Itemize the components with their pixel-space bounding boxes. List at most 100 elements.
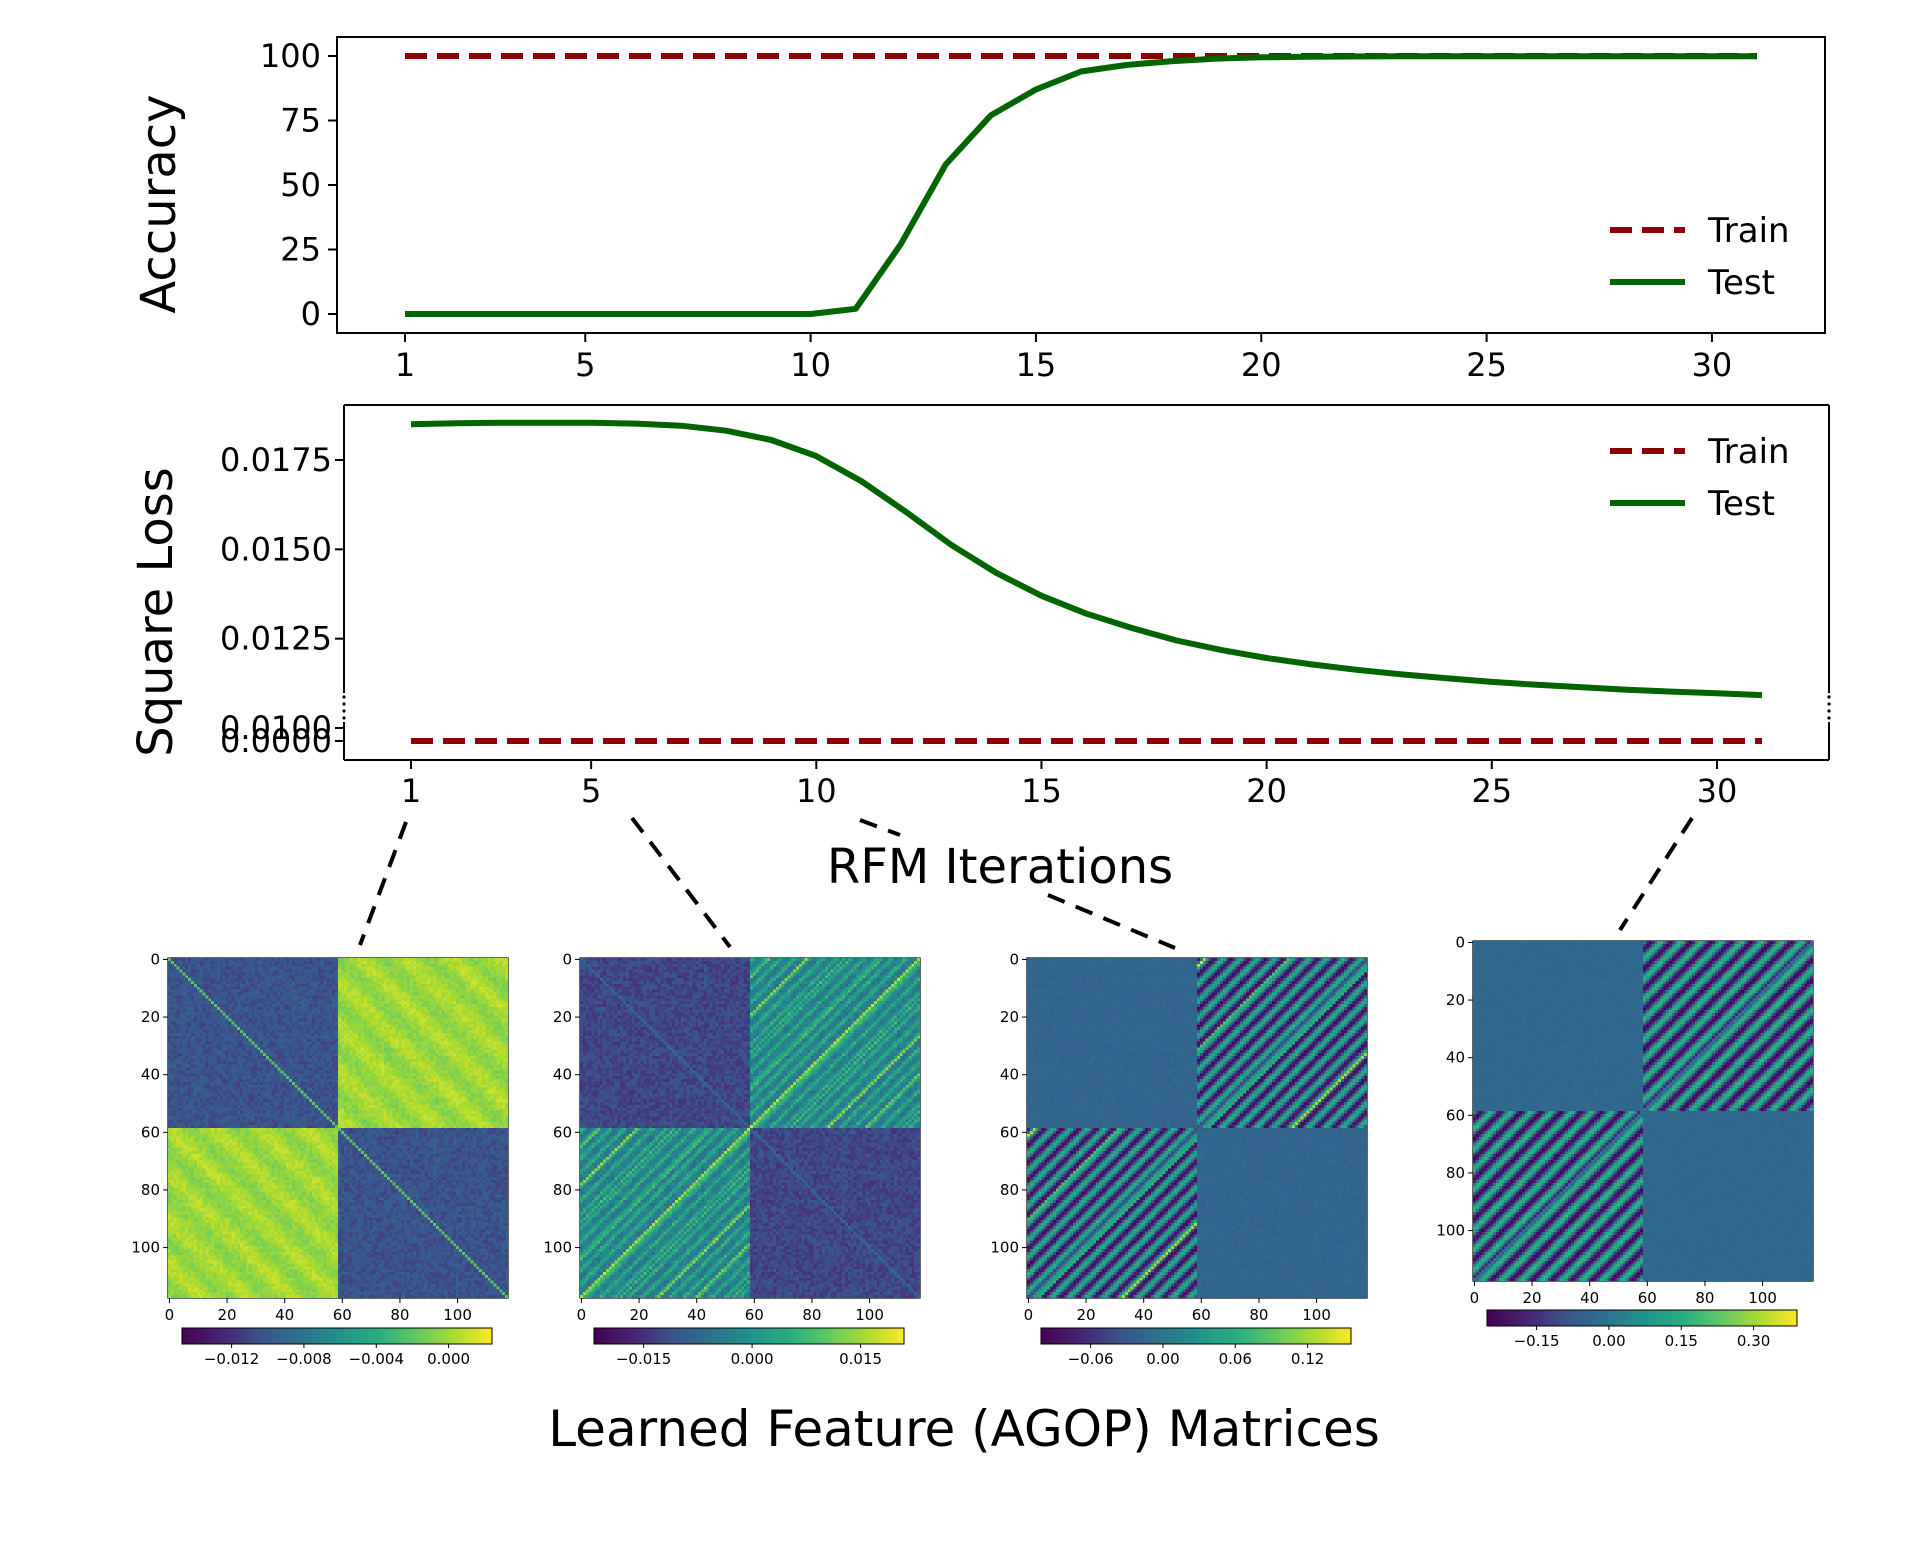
heatmap-y-tick-label: 60 <box>1446 1106 1465 1124</box>
heatmap-y-tick-label: 60 <box>553 1123 572 1141</box>
heatmap-x-tick-label: 40 <box>1134 1306 1153 1324</box>
legend-label: Test <box>1707 484 1775 524</box>
heatmap-x-tick-label: 60 <box>745 1306 764 1324</box>
heatmap-x-tick-label: 0 <box>1024 1306 1034 1324</box>
heatmap-x-tick-label: 60 <box>1638 1289 1657 1307</box>
colorbar-tick-label: 0.00 <box>1146 1350 1179 1368</box>
heatmap-x-tick-label: 60 <box>1192 1306 1211 1324</box>
x-tick-label: 1 <box>401 772 421 810</box>
legend-label: Train <box>1707 432 1790 472</box>
heatmap-y-tick-label: 20 <box>141 1008 160 1026</box>
y-tick-label: 0.0175 <box>220 441 332 479</box>
colorbar-tick-label: 0.000 <box>731 1350 774 1368</box>
legend-label: Train <box>1707 211 1790 251</box>
y-tick-label: 0 <box>301 295 321 333</box>
colorbar-tick-label: 0.06 <box>1219 1350 1252 1368</box>
heatmap-y-tick-label: 20 <box>1446 991 1465 1009</box>
x-tick-label: 30 <box>1697 772 1738 810</box>
x-tick-label: 25 <box>1466 346 1507 384</box>
colorbar <box>181 1327 493 1345</box>
heatmap-x-tick-label: 40 <box>275 1306 294 1324</box>
colorbar-tick-label: −0.004 <box>349 1350 405 1368</box>
heatmap-frame <box>1472 940 1814 1282</box>
y-tick-label: 0.0125 <box>220 620 332 658</box>
x-tick-label: 15 <box>1016 346 1057 384</box>
accuracy-y-axis-label: Accuracy <box>131 94 187 313</box>
connector-line <box>1047 893 1176 950</box>
heatmap-y-tick-label: 80 <box>553 1181 572 1199</box>
heatmap-y-tick-label: 20 <box>1000 1008 1019 1026</box>
colorbar-tick-label: 0.015 <box>839 1350 882 1368</box>
colorbar <box>593 1327 905 1345</box>
heatmap-y-tick-label: 60 <box>1000 1123 1019 1141</box>
heatmap-y-tick-label: 0 <box>562 950 572 968</box>
y-tick-label: 75 <box>280 102 321 140</box>
heatmap-x-tick-label: 80 <box>1695 1289 1714 1307</box>
heatmap-y-tick-label: 100 <box>1436 1222 1465 1240</box>
heatmap-x-tick-label: 0 <box>577 1306 587 1324</box>
x-tick-label: 20 <box>1241 346 1282 384</box>
colorbar-tick-label: 0.000 <box>427 1350 470 1368</box>
heatmap-x-tick-label: 40 <box>1580 1289 1599 1307</box>
axis-break-mark <box>1827 695 1831 699</box>
colorbar <box>1040 1327 1352 1345</box>
heatmap-y-tick-label: 100 <box>990 1239 1019 1257</box>
heatmap-y-tick-label: 0 <box>150 950 160 968</box>
x-tick-label: 25 <box>1471 772 1512 810</box>
heatmap-x-tick-label: 100 <box>443 1306 472 1324</box>
heatmap-y-tick-label: 20 <box>553 1008 572 1026</box>
colorbar-tick-label: 0.00 <box>1592 1332 1625 1350</box>
y-tick-label: 0.0100 <box>220 709 332 747</box>
heatmap-frame <box>579 957 921 1299</box>
heatmap-y-tick-label: 80 <box>1446 1164 1465 1182</box>
heatmap-y-tick-label: 40 <box>553 1066 572 1084</box>
connector-line <box>1618 816 1694 932</box>
heatmap-x-tick-label: 20 <box>1523 1289 1542 1307</box>
heatmap-y-tick-label: 40 <box>1446 1049 1465 1067</box>
connector-line <box>630 816 732 949</box>
colorbar <box>1486 1309 1798 1327</box>
bottom-caption: Learned Feature (AGOP) Matrices <box>548 1400 1380 1458</box>
loss-y-axis-label: Square Loss <box>128 467 184 757</box>
heatmap-x-tick-label: 100 <box>1748 1289 1777 1307</box>
x-tick-label: 10 <box>790 346 831 384</box>
axis-break-mark <box>342 702 346 706</box>
colorbar-tick-label: −0.015 <box>616 1350 672 1368</box>
heatmap-y-tick-label: 80 <box>1000 1181 1019 1199</box>
x-tick-label: 10 <box>796 772 837 810</box>
axis-break-mark <box>342 716 346 720</box>
y-tick-label: 0.0150 <box>220 530 332 568</box>
loss-x-axis-label: RFM Iterations <box>827 839 1173 895</box>
colorbar-tick-label: −0.15 <box>1514 1332 1560 1350</box>
heatmap-y-tick-label: 0 <box>1455 933 1465 951</box>
y-tick-label: 50 <box>280 166 321 204</box>
heatmap-x-tick-label: 80 <box>1249 1306 1268 1324</box>
heatmap-x-tick-label: 0 <box>1470 1289 1480 1307</box>
axis-break-mark <box>342 695 346 699</box>
heatmap-x-tick-label: 80 <box>390 1306 409 1324</box>
axis-break-mark <box>1827 709 1831 713</box>
x-tick-label: 5 <box>575 346 595 384</box>
x-tick-label: 5 <box>581 772 601 810</box>
connector-line <box>859 818 901 837</box>
colorbar-tick-label: 0.30 <box>1737 1332 1770 1350</box>
accuracy-axes-frame <box>336 36 1826 334</box>
heatmap-x-tick-label: 100 <box>855 1306 884 1324</box>
heatmap-x-tick-label: 20 <box>1077 1306 1096 1324</box>
heatmap-y-tick-label: 40 <box>141 1066 160 1084</box>
heatmap-y-tick-label: 60 <box>141 1123 160 1141</box>
x-tick-label: 20 <box>1246 772 1287 810</box>
x-tick-label: 30 <box>1692 346 1733 384</box>
loss-series-line <box>410 419 1763 699</box>
heatmap-x-tick-label: 20 <box>218 1306 237 1324</box>
x-tick-label: 1 <box>395 346 415 384</box>
heatmap-y-tick-label: 40 <box>1000 1066 1019 1084</box>
heatmap-frame <box>1026 957 1368 1299</box>
y-tick-label: 100 <box>260 37 321 75</box>
heatmap-x-tick-label: 0 <box>165 1306 175 1324</box>
colorbar-tick-label: 0.15 <box>1665 1332 1698 1350</box>
y-tick-label: 25 <box>280 231 321 269</box>
heatmap-y-tick-label: 100 <box>131 1239 160 1257</box>
heatmap-y-tick-label: 80 <box>141 1181 160 1199</box>
